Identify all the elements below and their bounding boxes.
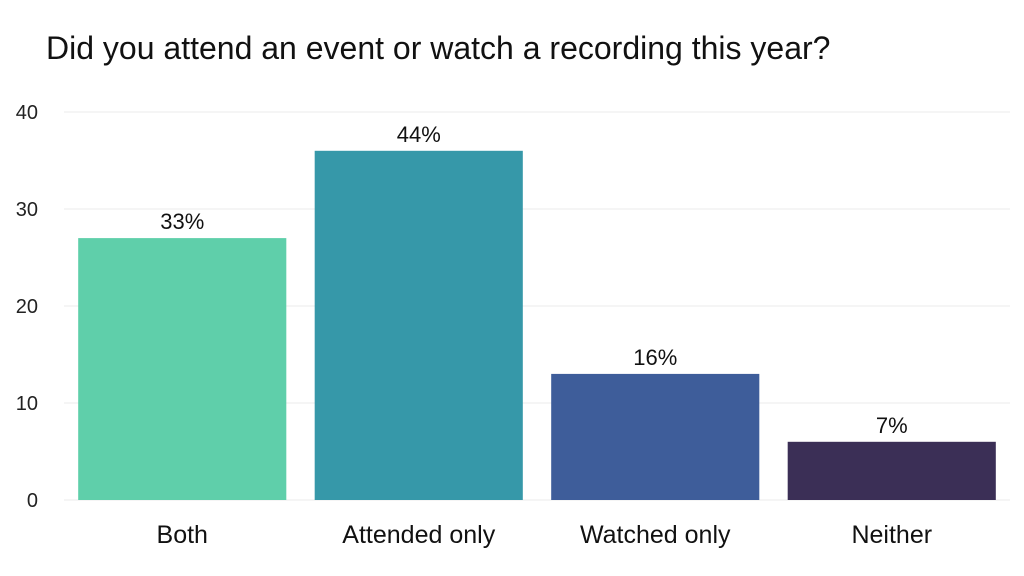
bar-value-label: 44% [397, 122, 441, 147]
bar [787, 441, 996, 500]
x-category-label: Neither [851, 521, 932, 549]
y-tick-label: 40 [16, 102, 38, 124]
bar-value-label: 7% [876, 413, 908, 438]
y-tick-label: 20 [16, 296, 38, 318]
y-tick-label: 30 [16, 199, 38, 221]
bar-value-label: 16% [633, 345, 677, 370]
x-category-label: Watched only [580, 521, 731, 549]
bar-value-label: 33% [160, 209, 204, 234]
x-category-label: Both [157, 521, 208, 549]
y-tick-label: 0 [27, 490, 38, 512]
y-tick-label: 10 [16, 393, 38, 415]
bar [314, 150, 523, 501]
x-category-label: Attended only [342, 521, 495, 549]
bar [551, 373, 760, 500]
bar [78, 238, 287, 500]
chart-title: Did you attend an event or watch a recor… [46, 30, 831, 66]
